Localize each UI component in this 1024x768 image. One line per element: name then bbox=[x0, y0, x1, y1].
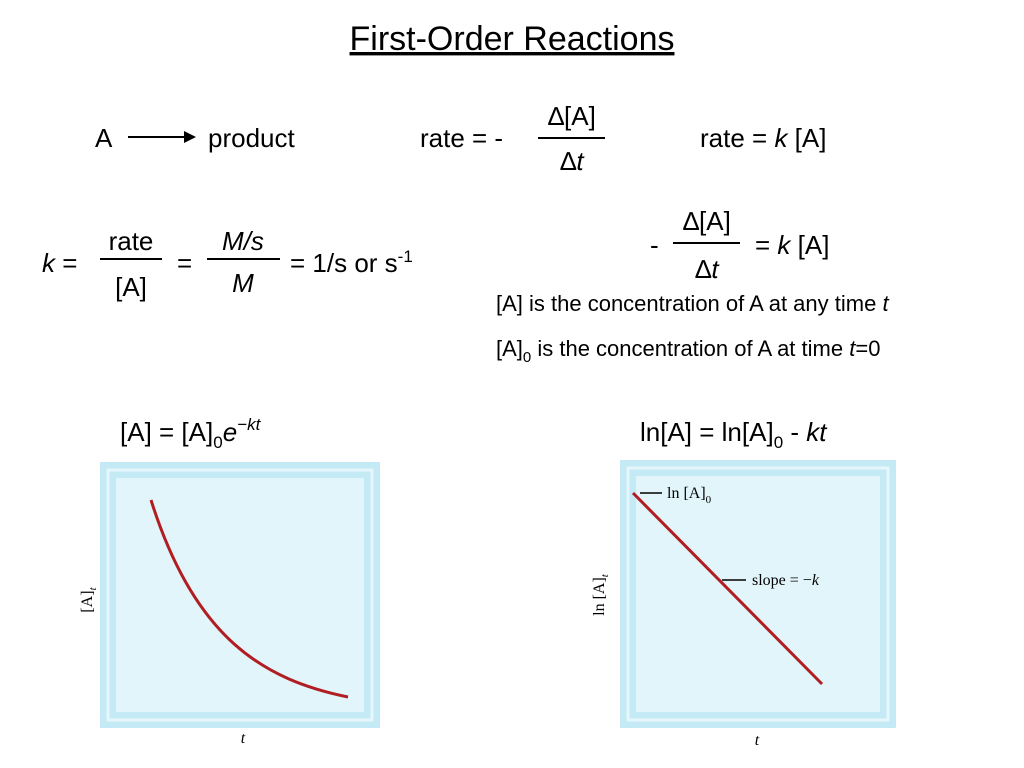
delta: ∆ bbox=[695, 254, 711, 284]
text: [A] bbox=[496, 336, 523, 361]
frame bbox=[626, 466, 890, 722]
denominator: ∆t bbox=[695, 254, 720, 284]
title: First-Order Reactions bbox=[350, 20, 675, 58]
text: slope = − bbox=[752, 572, 812, 589]
k: k bbox=[42, 248, 57, 278]
text: =0 bbox=[855, 336, 880, 361]
text: [A] bbox=[787, 123, 826, 153]
text: ln [A] bbox=[591, 577, 608, 616]
subscript: 0 bbox=[774, 433, 783, 452]
plot-area bbox=[636, 476, 880, 712]
minus: - bbox=[650, 230, 659, 260]
delta: ∆ bbox=[560, 146, 576, 176]
equals: = bbox=[55, 248, 77, 278]
superscript: -1 bbox=[398, 247, 413, 266]
subscript: t bbox=[599, 573, 611, 577]
kt: kt bbox=[806, 417, 828, 447]
text: = 1/s or s bbox=[290, 248, 398, 278]
text: is the concentration of A at time bbox=[531, 336, 849, 361]
text: ln [A] bbox=[667, 485, 706, 502]
text: [A] is the concentration of A at any tim… bbox=[496, 291, 882, 316]
y-label: ln [A]t bbox=[591, 573, 611, 616]
x-label: t bbox=[755, 732, 760, 749]
rhs: = k [A] bbox=[755, 230, 829, 260]
definition: [A] is the concentration of A at any tim… bbox=[496, 291, 889, 316]
arrow bbox=[128, 131, 196, 143]
superscript: −kt bbox=[237, 415, 261, 434]
denominator: M bbox=[232, 268, 254, 298]
text: - bbox=[783, 417, 806, 447]
time: t bbox=[576, 146, 585, 176]
decay-curve bbox=[149, 499, 349, 699]
k: k bbox=[812, 572, 820, 589]
subscript: t bbox=[87, 586, 99, 590]
denominator: ∆t bbox=[560, 146, 585, 176]
units: = 1/s or s-1 bbox=[290, 247, 413, 278]
log-line bbox=[631, 491, 824, 686]
equation: ln[A] = ln[A]0 - kt bbox=[640, 417, 828, 452]
k: k bbox=[774, 123, 789, 153]
k: k bbox=[777, 230, 792, 260]
subscript: 0 bbox=[706, 494, 712, 506]
numerator: ∆[A] bbox=[683, 206, 731, 236]
y-label: [A]t bbox=[79, 586, 99, 612]
reactant: A bbox=[95, 123, 113, 153]
x-label: t bbox=[241, 730, 246, 747]
time: t bbox=[882, 291, 889, 316]
rate-law: rate = k [A] bbox=[700, 123, 826, 153]
numerator: ∆[A] bbox=[548, 101, 596, 131]
frame bbox=[106, 468, 374, 722]
numerator: M/s bbox=[222, 226, 264, 256]
text: [A] bbox=[79, 590, 96, 612]
numerator: rate bbox=[109, 226, 154, 256]
rate-lhs: rate = - bbox=[420, 123, 503, 153]
text: = bbox=[755, 230, 777, 260]
subscript: 0 bbox=[213, 433, 222, 452]
time: t bbox=[711, 254, 720, 284]
slope-label: slope = −k bbox=[752, 572, 820, 589]
text: [A] bbox=[790, 230, 829, 260]
time: t bbox=[849, 336, 856, 361]
denominator: [A] bbox=[115, 272, 147, 302]
subscript: 0 bbox=[523, 349, 531, 366]
text: ln[A] = ln[A] bbox=[640, 417, 774, 447]
equation: [A] = [A]0e−kt bbox=[120, 415, 262, 452]
text: rate = bbox=[700, 123, 774, 153]
text: [A] = [A] bbox=[120, 417, 213, 447]
intercept-label: ln [A]0 bbox=[667, 485, 712, 506]
graph-right: ln [A]0 slope = −k ln [A]t t bbox=[591, 460, 896, 749]
equals: = bbox=[177, 248, 192, 278]
k-lhs: k = bbox=[42, 248, 77, 278]
plot-area bbox=[116, 478, 364, 712]
e: e bbox=[223, 417, 237, 447]
graph-left: [A]t t bbox=[79, 462, 380, 747]
product: product bbox=[208, 123, 295, 153]
definition: [A]0 is the concentration of A at time t… bbox=[496, 336, 880, 366]
